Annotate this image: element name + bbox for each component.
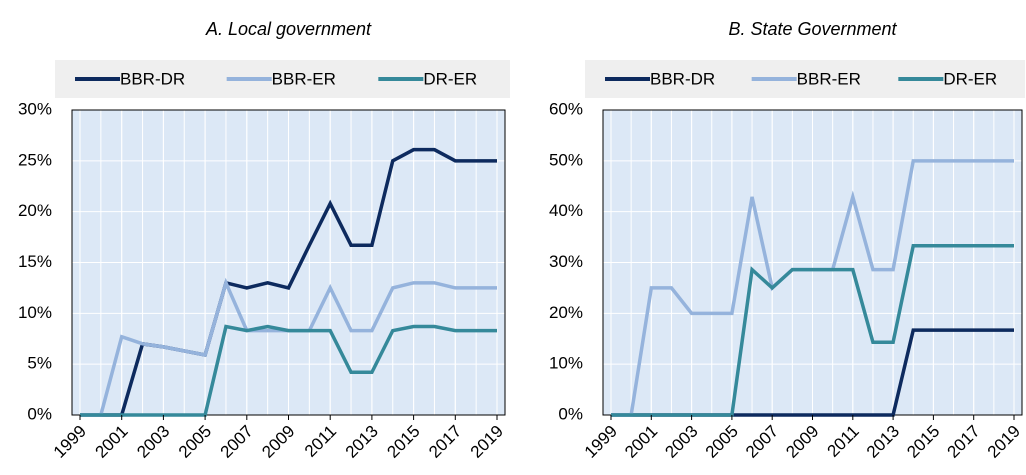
y-tick-label: 60% [549,99,583,118]
x-tick-label: 2007 [742,422,782,462]
legend-label: DR-ER [423,69,477,88]
x-tick-label: 2009 [782,422,822,462]
x-tick-label: 2015 [383,422,423,462]
x-tick-label: 2001 [621,422,661,462]
x-tick-label: 2005 [702,422,742,462]
x-tick-label: 2013 [342,422,382,462]
chart-title: B. State Government [728,19,897,39]
x-tick-label: 2001 [92,422,132,462]
x-tick-label: 2003 [133,422,173,462]
legend-label: BBR-ER [797,69,861,88]
x-tick-label: 2017 [944,422,984,462]
legend-label: DR-ER [943,69,997,88]
y-tick-label: 0% [27,404,52,423]
y-tick-label: 10% [549,354,583,373]
y-tick-label: 5% [27,354,52,373]
y-tick-label: 20% [549,303,583,322]
series-line [80,324,497,417]
y-tick-label: 30% [18,99,52,118]
x-tick-label: 2015 [903,422,943,462]
legend-label: BBR-DR [650,69,715,88]
x-tick-label: 2011 [824,422,863,461]
x-tick-label: 2013 [863,422,903,462]
x-tick-label: 1999 [581,422,621,462]
x-tick-label: 1999 [50,422,90,462]
x-tick-label: 2003 [661,422,701,462]
series-line [611,243,1014,417]
y-tick-label: 20% [18,201,52,220]
x-tick-label: 2017 [425,422,465,462]
x-tick-label: 2011 [301,422,340,461]
y-tick-label: 10% [18,303,52,322]
y-tick-label: 30% [549,252,583,271]
y-tick-label: 15% [18,252,52,271]
x-tick-label: 2005 [175,422,215,462]
x-tick-label: 2007 [217,422,257,462]
legend-box [585,60,1025,98]
y-tick-label: 0% [558,404,583,423]
x-tick-label: 2019 [984,422,1024,462]
y-tick-label: 25% [18,150,52,169]
legend-label: BBR-ER [272,69,336,88]
y-tick-label: 50% [549,150,583,169]
chart-title: A. Local government [205,19,372,39]
legend-label: BBR-DR [120,69,185,88]
x-tick-label: 2009 [258,422,298,462]
y-tick-label: 40% [549,201,583,220]
x-tick-label: 2019 [467,422,507,462]
legend-box [55,60,510,98]
